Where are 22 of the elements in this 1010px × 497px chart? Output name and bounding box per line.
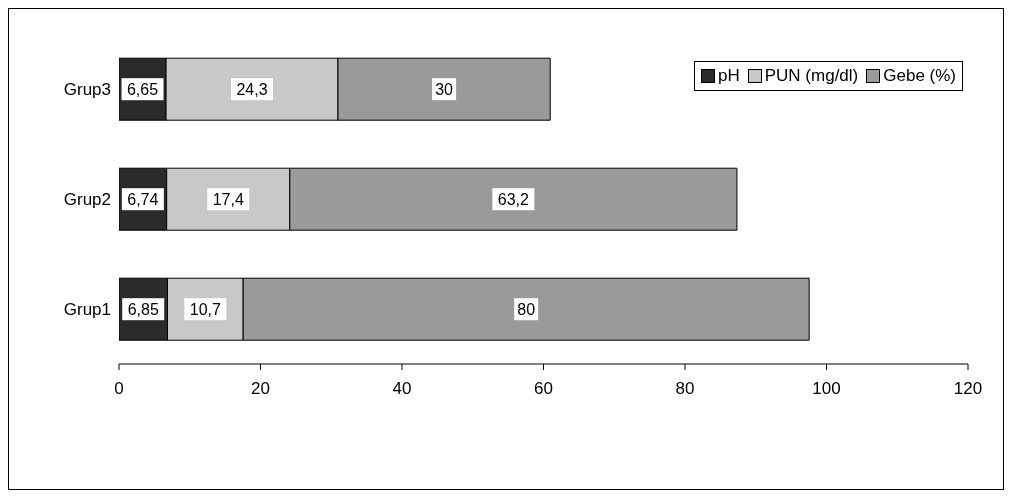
- data-label: 17,4: [212, 191, 244, 209]
- x-tick-label: 100: [812, 379, 841, 399]
- x-tick-label: 20: [251, 379, 270, 399]
- legend-label: Gebe (%): [883, 66, 956, 86]
- x-tick-label: 80: [675, 379, 695, 399]
- data-label: 30: [435, 81, 454, 99]
- legend-label: PUN (mg/dl): [764, 66, 859, 86]
- data-label: 63,2: [497, 191, 530, 209]
- x-tick-label: 60: [534, 379, 553, 399]
- x-tick-label: 0: [114, 379, 124, 399]
- legend-label: pH: [718, 66, 740, 86]
- x-tick-label: 120: [953, 379, 983, 399]
- y-tick-label: Grup2: [63, 190, 111, 210]
- y-tick-label: Grup3: [63, 80, 111, 100]
- y-tick-label: Grup1: [63, 300, 111, 320]
- data-label: 6,65: [126, 81, 159, 99]
- data-label: 6,74: [127, 191, 159, 209]
- data-label: 6,85: [127, 301, 159, 319]
- data-label: 24,3: [236, 81, 268, 99]
- data-label: 10,7: [189, 301, 221, 319]
- data-label: 80: [517, 301, 536, 319]
- x-tick-label: 40: [392, 379, 412, 399]
